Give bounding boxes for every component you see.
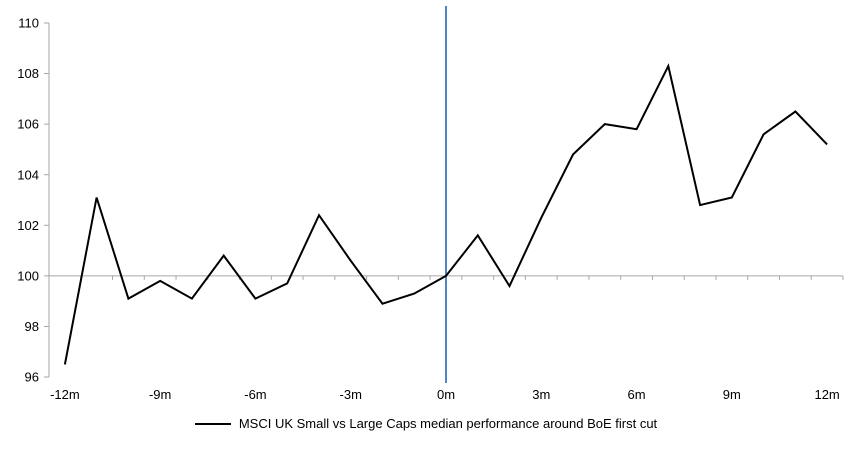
x-tick-label: 0m (437, 387, 455, 402)
y-tick-label: 100 (17, 268, 39, 283)
chart-canvas: 96 98 100 102 104 106 108 110 -12m -9m -6m -3m 0m 3m 6… (17, 6, 844, 402)
legend-line-sample (194, 422, 231, 425)
x-tick-label: -3m (340, 387, 362, 402)
y-tick-label: 110 (18, 16, 39, 31)
y-tick-label: 98 (25, 319, 39, 334)
y-tick-label: 104 (17, 167, 39, 182)
legend-label: MSCI UK Small vs Large Caps median perfo… (238, 416, 658, 431)
x-tick-label: -12m (50, 387, 80, 402)
x-tick-label: 12m (814, 387, 839, 402)
x-tick-label: 6m (628, 387, 646, 402)
x-tick-label: 3m (532, 387, 550, 402)
series-line (63, 63, 828, 365)
y-tick-label: 108 (17, 66, 39, 81)
x-tick-label: -9m (149, 387, 171, 402)
y-tick-label: 106 (17, 117, 39, 132)
x-tick-label: -6m (244, 387, 266, 402)
y-tick-label: 96 (25, 370, 39, 385)
legend: MSCI UK Small vs Large Caps median perfo… (0, 416, 852, 431)
y-tick-label: 102 (17, 218, 39, 233)
x-tick-label: 9m (723, 387, 741, 402)
